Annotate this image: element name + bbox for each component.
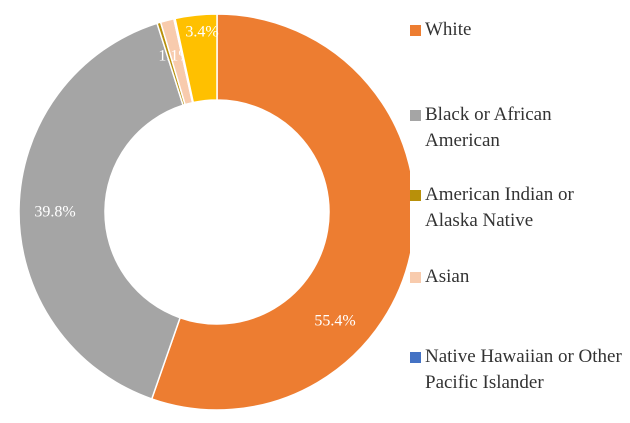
donut-slice — [18, 22, 185, 400]
legend-swatch — [410, 190, 421, 201]
legend-label: American Indian or Alaska Native — [425, 184, 574, 231]
chart: 55.4%39.8%1.1%3.4% — [18, 13, 410, 411]
legend-item: Black or African American — [410, 102, 625, 154]
legend-swatch — [410, 272, 421, 283]
data-label: 39.8% — [34, 204, 75, 221]
legend-label: Black or African American — [425, 104, 552, 151]
legend-swatch — [410, 110, 421, 121]
legend-item: Native Hawaiian or Other Pacific Islande… — [410, 344, 625, 396]
donut-slice — [150, 13, 410, 411]
data-label: 55.4% — [314, 313, 355, 330]
legend-label: White — [425, 19, 472, 40]
legend-label: Asian — [425, 266, 470, 287]
legend-item: Asian — [410, 264, 625, 290]
legend-item: American Indian or Alaska Native — [410, 182, 625, 234]
donut-slice — [174, 13, 218, 104]
legend-swatch — [410, 25, 421, 36]
legend-label: Native Hawaiian or Other Pacific Islande… — [425, 346, 622, 393]
legend-swatch — [410, 352, 421, 363]
legend-item: White — [410, 17, 625, 43]
data-label: 3.4% — [185, 24, 218, 41]
